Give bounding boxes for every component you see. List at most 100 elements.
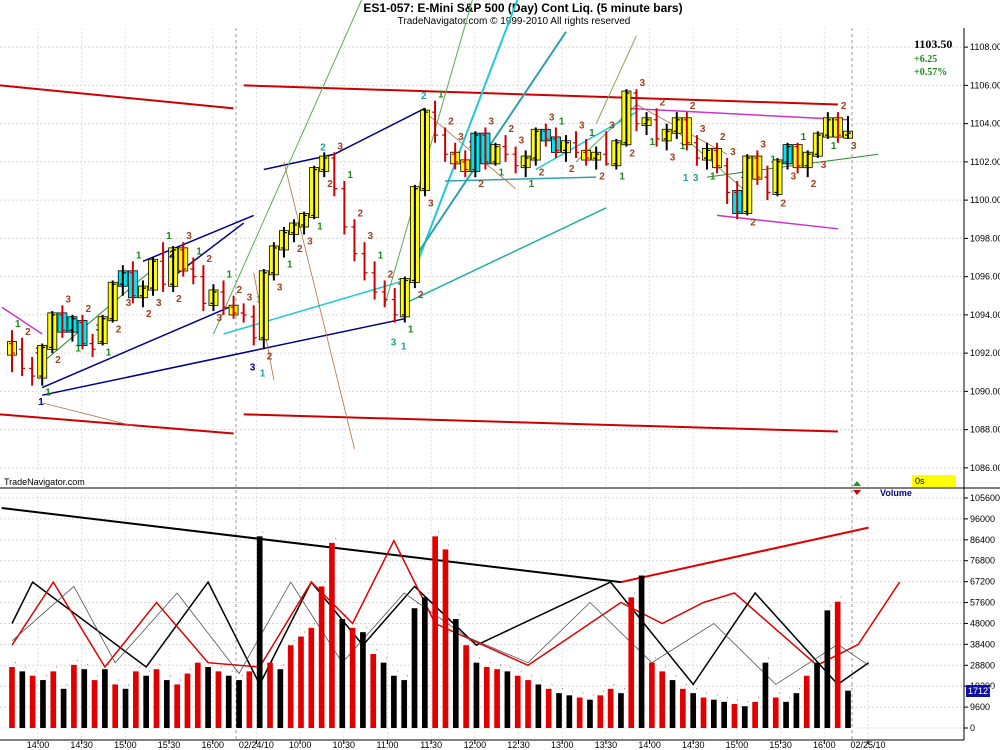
bar-count-label: 3	[639, 78, 645, 89]
bar-count-label: 1	[589, 128, 595, 139]
volume-bar	[483, 667, 490, 728]
price-tick-label: 1096.00	[970, 272, 1000, 282]
volume-bar	[267, 662, 273, 728]
bar-count-label: 2	[146, 309, 152, 320]
volume-bar-cap: '	[490, 662, 491, 668]
green-trendline	[706, 153, 879, 178]
volume-bar-cap: '	[830, 605, 831, 611]
volume-bar-cap: '	[66, 684, 67, 690]
volume-bar	[112, 684, 119, 728]
volume-bar-cap: '	[841, 597, 842, 603]
volume-bar-cap: '	[180, 679, 181, 685]
volume-plot: ' ' ' ' ' ' ' ' ' ' ' ' ' ' ' ' ' ' ' ' ' ' ' ' ' ' ' ' ' ' ' ' ' ' ' ' ' ' ' '…	[9, 531, 852, 728]
volume-zigzag-overlays	[1, 507, 901, 687]
volume-bar	[504, 671, 511, 728]
volume-bar	[411, 608, 418, 728]
volume-bar	[566, 695, 573, 728]
volume-bar	[535, 684, 542, 728]
down-volume-icon	[853, 490, 861, 495]
bar-count-label: 2	[297, 244, 303, 255]
volume-bar-cap: '	[510, 666, 511, 672]
time-axis: 14:00 14:30 15:00 15:30 16:00 02/24/10 10:00 10…	[27, 740, 886, 750]
wave-marker: 3	[250, 363, 256, 374]
price-tick-label: 1104.00	[970, 119, 1000, 129]
price-tick-label: 1102.00	[970, 157, 1000, 167]
volume-bar	[649, 662, 655, 728]
volume-tick-label: 96000	[970, 514, 995, 524]
volume-bar	[452, 619, 459, 728]
support-line	[0, 413, 234, 435]
volume-bar	[71, 664, 77, 728]
bar-count-label: 2	[660, 97, 666, 108]
bar-count-label: 3	[549, 113, 555, 124]
volume-tick-label: 105600	[970, 493, 1000, 503]
volume-bar	[803, 675, 810, 728]
volume-bar-cap: '	[820, 658, 821, 664]
volume-tick-label: 57600	[970, 598, 995, 608]
volume-bar-cap: '	[675, 675, 676, 681]
bar-count-label: 2	[327, 179, 333, 190]
cyan-trendline	[445, 176, 597, 182]
volume-bar-cap: '	[634, 592, 635, 598]
volume-bar	[680, 688, 686, 728]
volume-bar-cap: '	[521, 671, 522, 677]
volume-bar	[576, 697, 583, 728]
volume-bar	[638, 575, 645, 728]
bar-count-label: 3	[458, 132, 464, 143]
volume-bar	[184, 673, 191, 728]
bar-count-label: 3	[700, 124, 706, 135]
volume-bar-cap: '	[851, 686, 852, 692]
price-tick-label: 1094.00	[970, 310, 1000, 320]
price-tick-label: 1106.00	[970, 80, 1000, 90]
volume-bar	[783, 701, 789, 728]
volume-bar	[380, 662, 387, 728]
volume-bar	[215, 671, 222, 728]
bar-count-label: 2	[418, 290, 424, 301]
blue-trendline	[41, 304, 234, 389]
volume-bar	[29, 675, 36, 728]
bar-count-label: 1	[378, 250, 384, 261]
wave-marker: 1	[401, 341, 407, 352]
time-tick-label: 11:00	[377, 740, 399, 750]
bar-count-label: 1	[438, 90, 444, 101]
volume-bar-cap: '	[87, 664, 88, 670]
price-tick-label: 1098.00	[970, 233, 1000, 243]
cyan-trendline	[404, 207, 607, 305]
volume-bar	[329, 542, 335, 728]
time-tick-label: 13:00	[551, 740, 574, 750]
seconds-badge: 0s	[915, 476, 925, 486]
volume-bar-cap: '	[686, 684, 687, 690]
volume-bar	[752, 701, 758, 728]
bar-count-label: 2	[780, 198, 786, 209]
bar-count-label: 1	[196, 247, 202, 258]
price-tick-label: 1108.00	[970, 42, 1000, 52]
volume-bar-cap: '	[655, 658, 656, 664]
up-volume-icon	[853, 481, 861, 486]
volume-tick-label: 48000	[970, 618, 995, 628]
last-price: 1103.50	[914, 37, 952, 51]
volume-bar-cap: '	[479, 658, 480, 664]
volume-bar-cap: '	[201, 658, 202, 664]
volume-bar-cap: '	[252, 666, 253, 672]
bar-count-label: 2	[478, 179, 484, 190]
volume-bar-cap: '	[376, 649, 377, 655]
volume-bar	[236, 680, 242, 728]
volume-bar	[690, 693, 697, 728]
volume-bar	[422, 597, 428, 728]
time-tick-label: 16:00	[201, 740, 224, 750]
volume-bar-cap: '	[211, 662, 212, 668]
bar-count-label: 3	[216, 313, 222, 324]
time-tick-label: 14:30	[682, 740, 705, 750]
volume-bar-cap: '	[118, 679, 119, 685]
bar-count-label: 1	[408, 325, 414, 336]
price-tick-label: 1086.00	[970, 463, 1000, 473]
volume-bar-cap: '	[500, 664, 501, 670]
volume-bar-cap: '	[644, 571, 645, 577]
volume-bar-cap: '	[748, 701, 749, 707]
volume-tick-label: 67200	[970, 577, 995, 587]
volume-bar	[225, 675, 232, 728]
volume-bar	[205, 667, 211, 728]
bar-count-label: 3	[428, 198, 434, 209]
volume-bar	[81, 669, 88, 728]
time-tick-label: 15:00	[726, 740, 749, 750]
